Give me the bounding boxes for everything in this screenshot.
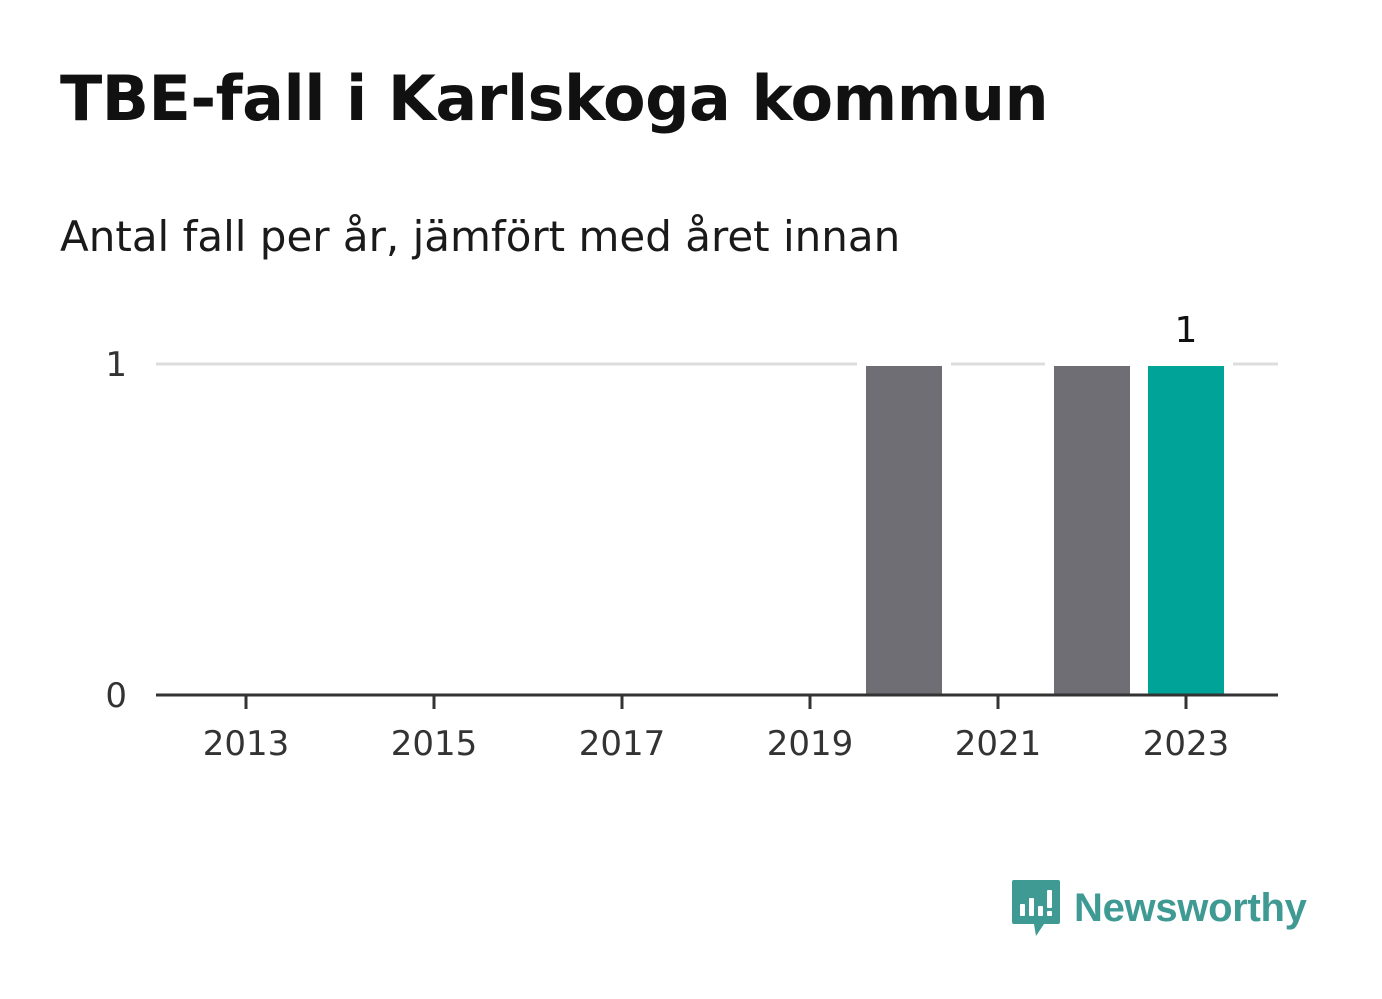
y-axis-labels: 01 <box>105 345 127 716</box>
bar-gap-2023 <box>1139 360 1233 368</box>
bar-gap-2022 <box>1045 360 1139 368</box>
bar-2020 <box>866 366 942 695</box>
value-label-2023: 1 <box>1175 310 1198 351</box>
bars <box>857 360 1233 695</box>
brand-name: Newsworthy <box>1074 885 1307 930</box>
y-tick-label-1: 1 <box>105 345 127 385</box>
x-tick-label-2017: 2017 <box>579 724 666 764</box>
x-tick-label-2019: 2019 <box>767 724 854 764</box>
x-tick-label-2023: 2023 <box>1143 724 1230 764</box>
newsworthy-logo-icon <box>1012 880 1060 936</box>
x-tick-label-2015: 2015 <box>391 724 478 764</box>
x-axis <box>156 693 1278 709</box>
chart-title: TBE-fall i Karlskoga kommun <box>60 62 1049 135</box>
brand-logo: Newsworthy <box>1010 878 1307 938</box>
value-labels: 1 <box>1175 310 1198 351</box>
bar-chart: 01 2013 2015 2017 2019 2021 2023 1 <box>105 310 1278 764</box>
bar-2023 <box>1148 366 1224 695</box>
y-tick-label-0: 0 <box>105 676 127 716</box>
x-axis-labels: 2013 2015 2017 2019 2021 2023 <box>203 724 1230 764</box>
bar-2022 <box>1054 366 1130 695</box>
x-tick-label-2021: 2021 <box>955 724 1042 764</box>
bar-gap-2020 <box>857 360 951 368</box>
chart-subtitle: Antal fall per år, jämfört med året inna… <box>60 212 901 261</box>
x-tick-label-2013: 2013 <box>203 724 290 764</box>
